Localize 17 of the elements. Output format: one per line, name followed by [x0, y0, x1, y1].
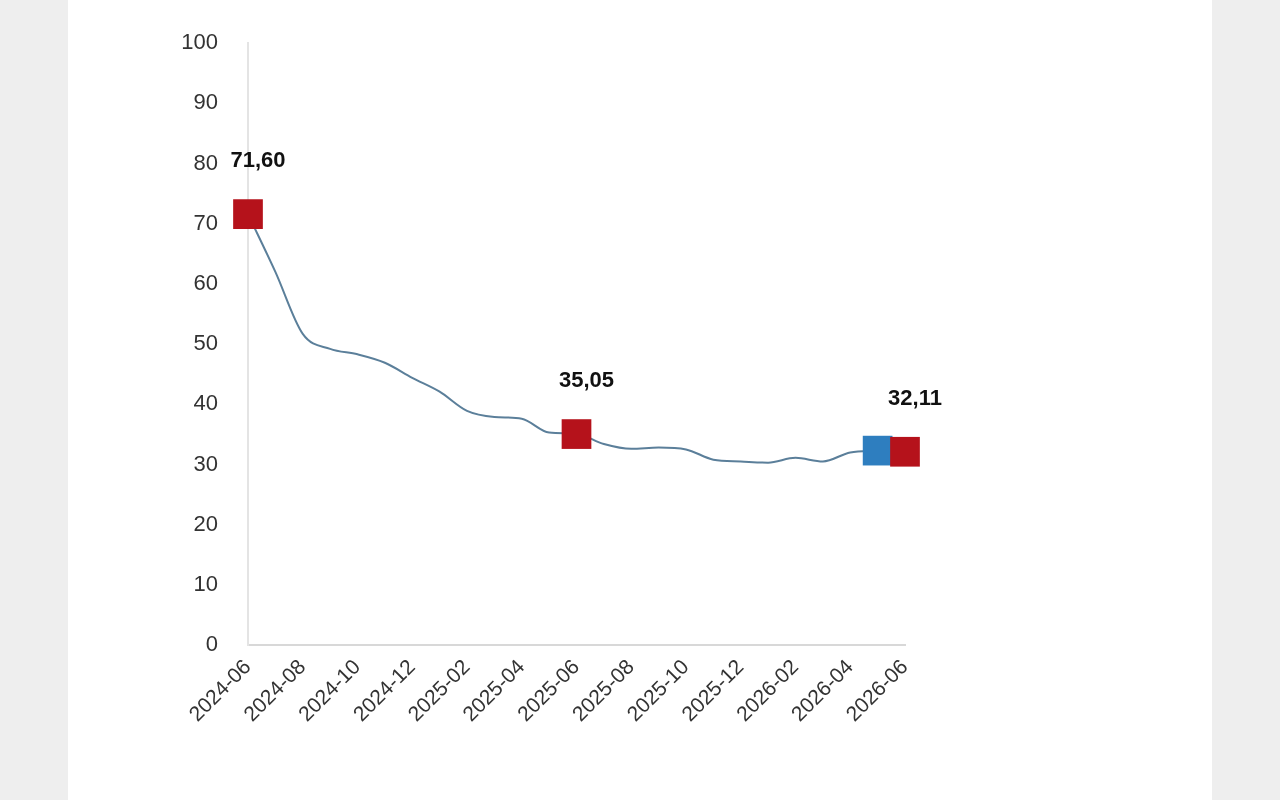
- data-label: 32,11: [888, 384, 942, 410]
- y-tick-label: 20: [193, 510, 218, 536]
- point: [561, 419, 592, 449]
- y-tick-label: 80: [193, 149, 218, 175]
- y-tick-label: 30: [193, 450, 218, 476]
- y-tick-label: 10: [193, 570, 218, 596]
- data-label: 71,60: [230, 147, 286, 173]
- y-tick-label: 90: [193, 89, 218, 115]
- y-tick-label: 100: [181, 29, 218, 55]
- y-tick-label: 70: [193, 209, 218, 235]
- y-tick-label: 0: [205, 631, 218, 657]
- y-tick-label: 50: [193, 330, 218, 356]
- point: [890, 436, 920, 467]
- y-tick-label: 40: [193, 390, 218, 416]
- y-tick-label: 60: [193, 269, 218, 295]
- data-label: 35,05: [558, 367, 615, 393]
- point: [233, 199, 263, 229]
